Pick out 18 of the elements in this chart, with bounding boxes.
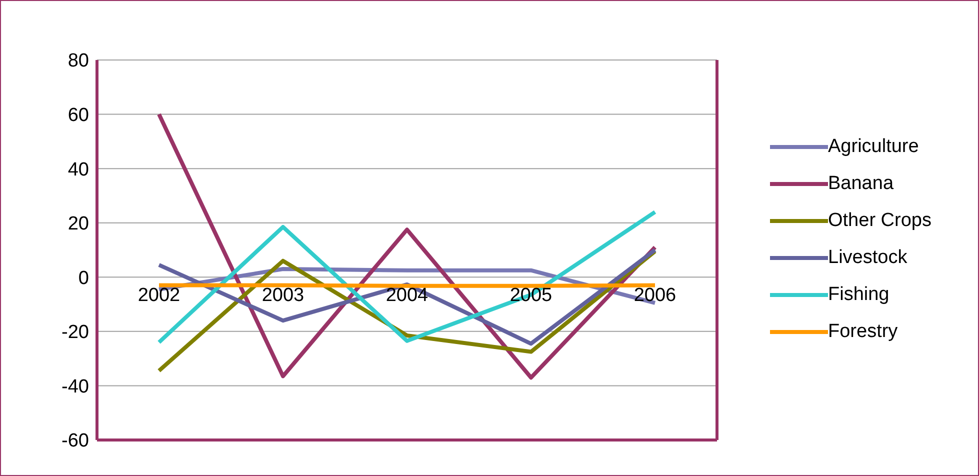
- x-tick-label: 2002: [138, 285, 180, 306]
- y-tick-label: 80: [68, 50, 89, 72]
- y-tick-label: 60: [68, 105, 89, 126]
- y-tick-label: -60: [62, 430, 89, 452]
- y-tick-label: 20: [68, 214, 89, 235]
- legend-label: Livestock: [828, 246, 908, 268]
- legend-label: Other Crops: [828, 210, 932, 232]
- y-tick-label: 40: [68, 159, 89, 180]
- x-tick-label: 2003: [262, 285, 304, 306]
- y-tick-label: -20: [62, 322, 89, 344]
- y-tick-label: 0: [78, 268, 89, 289]
- x-tick-label: 2004: [386, 285, 429, 306]
- legend-label: Banana: [828, 172, 894, 194]
- legend-label: Forestry: [828, 320, 898, 342]
- x-tick-label: 2006: [634, 285, 676, 306]
- y-tick-label: -40: [62, 376, 89, 398]
- legend-label: Agriculture: [828, 136, 919, 158]
- legend-label: Fishing: [828, 284, 890, 306]
